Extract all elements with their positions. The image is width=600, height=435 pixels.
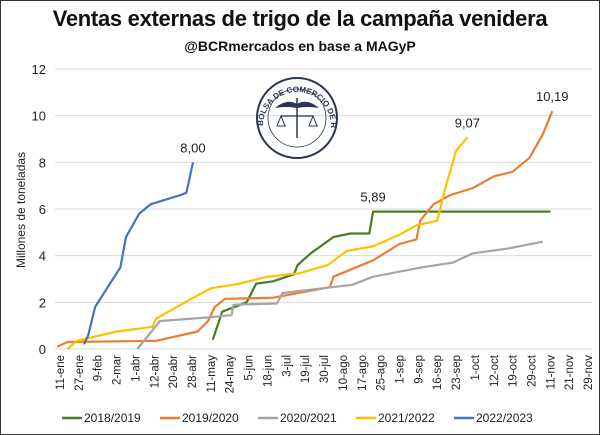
legend-item: 2018/2019	[62, 411, 141, 425]
legend-item: 2019/2020	[160, 411, 239, 425]
x-tick-label: 5-jun	[244, 355, 256, 381]
x-tick-label: 16-sep	[432, 355, 444, 390]
y-tick-label: 6	[39, 202, 46, 217]
y-tick-label: 2	[39, 295, 46, 310]
x-tick-label: 19-oct	[508, 354, 520, 387]
series-line-2018-2019	[211, 210, 551, 341]
legend-label: 2022/2023	[476, 411, 533, 425]
series-line-2022-2023	[83, 162, 195, 345]
legend-label: 2021/2022	[378, 411, 435, 425]
x-tick-label: 11-nov	[545, 355, 557, 390]
series-line-2021-2022	[66, 136, 469, 350]
x-tick-label: 23-sep	[451, 355, 463, 390]
legend-item: 2022/2023	[454, 411, 533, 425]
x-tick-label: 27-ene	[74, 355, 86, 391]
x-tick-label: 9-sep	[413, 355, 425, 384]
y-tick-label: 12	[32, 62, 46, 77]
x-tick-label: 20-abr	[168, 355, 180, 388]
x-tick-label: 1-sep	[394, 355, 406, 384]
y-tick-label: 8	[39, 155, 46, 170]
chart-subtitle: @BCRmercados en base a MAGyP	[184, 38, 416, 54]
x-tick-label: 12-abr	[149, 355, 161, 388]
x-tick-label: 1-abr	[130, 355, 142, 382]
series-line-2020-2021	[136, 240, 544, 350]
chart-title: Ventas externas de trigo de la campaña v…	[52, 6, 548, 31]
x-tick-label: 2-mar	[112, 355, 124, 385]
legend-label: 2020/2021	[280, 411, 337, 425]
legend-label: 2018/2019	[84, 411, 141, 425]
x-tick-label: 17-ago	[357, 355, 369, 391]
y-axis-label: Millones de toneladas	[14, 152, 28, 268]
x-tick-label: 29-oct	[527, 354, 539, 387]
data-label: 8,00	[180, 140, 205, 155]
x-tick-label: 18-jun	[262, 355, 274, 387]
legend-label: 2019/2020	[182, 411, 239, 425]
data-label: 5,89	[360, 190, 385, 205]
series-line-2019-2020	[56, 110, 554, 348]
x-tick-label: 3-jul	[281, 355, 293, 377]
x-tick-label: 11-ene	[55, 355, 67, 390]
x-tick-label: 10-ago	[338, 355, 350, 391]
x-tick-label: 19-jul	[300, 355, 312, 383]
x-tick-label: 30-jul	[319, 355, 331, 383]
data-label: 10,19	[536, 89, 569, 104]
legend-item: 2020/2021	[258, 411, 337, 425]
y-tick-label: 4	[39, 249, 46, 264]
x-tick-label: 9-feb	[93, 355, 105, 381]
x-tick-label: 12-oct	[489, 354, 501, 387]
y-tick-label: 10	[32, 109, 46, 124]
x-tick-label: 1-oct	[470, 354, 482, 380]
x-tick-label: 25-ago	[376, 355, 388, 391]
x-tick-label: 24-may	[225, 355, 237, 394]
bcr-logo: BOLSA DE COMERCIO DE ROSARIO	[256, 77, 338, 159]
legend-item: 2021/2022	[356, 411, 435, 425]
x-tick-label: 11-may	[206, 355, 218, 393]
x-tick-label: 28-abr	[187, 355, 199, 388]
x-tick-label: 21-nov	[564, 355, 576, 390]
data-label: 9,07	[455, 115, 480, 130]
y-tick-label: 0	[39, 342, 46, 357]
x-tick-label: 29-nov	[583, 355, 595, 390]
